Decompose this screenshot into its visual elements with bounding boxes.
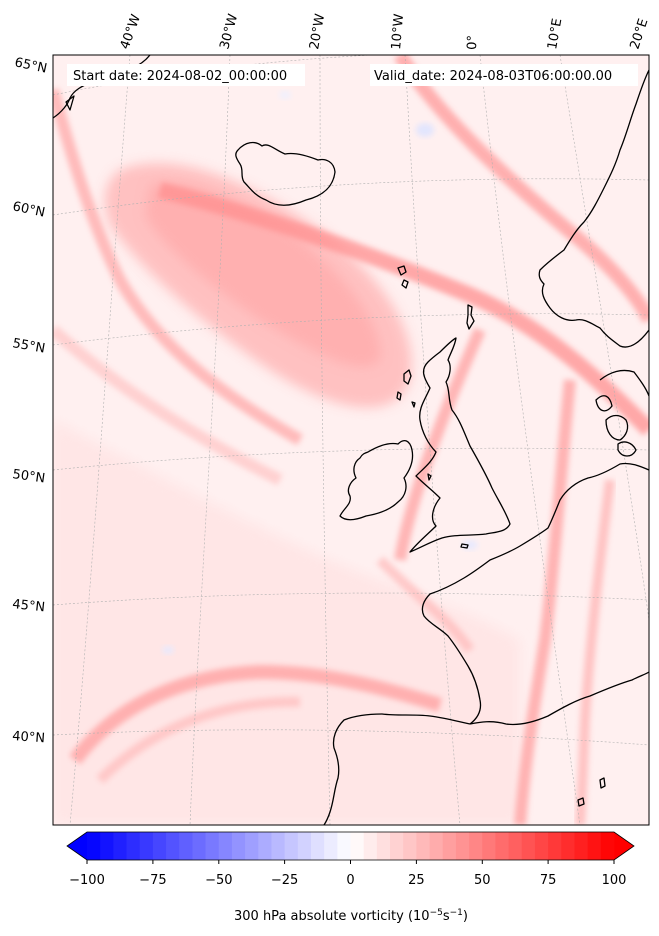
colorbar-step (139, 832, 154, 860)
colorbar-step (284, 832, 299, 860)
colorbar-step (455, 832, 470, 860)
latitude-label: 45°N (12, 597, 46, 615)
colorbar-step (245, 832, 259, 860)
latitude-label: 40°N (12, 729, 46, 746)
colorbar: −100 −75 −50 −25 0 25 50 75 100 300 hPa … (66, 831, 635, 924)
colorbar-tick-label: −25 (271, 873, 298, 888)
colorbar-step (482, 832, 496, 860)
colorbar-step (548, 832, 562, 860)
vorticity-field (53, 55, 649, 825)
colorbar-step (561, 832, 575, 860)
colorbar-label: 300 hPa absolute vorticity (10−5s−1) (234, 908, 468, 924)
latitude-label: 50°N (11, 467, 46, 486)
colorbar-step (271, 832, 286, 860)
colorbar-step (113, 832, 127, 860)
colorbar-step (363, 832, 378, 860)
colorbar-step (297, 832, 312, 860)
colorbar-step (324, 832, 338, 860)
longitude-label: 10°E (545, 17, 565, 50)
longitude-label: 20°E (628, 17, 652, 51)
colorbar-tick-label: 100 (602, 873, 627, 888)
colorbar-step (152, 832, 167, 860)
colorbar-step (258, 832, 272, 860)
colorbar-tick-label: −50 (205, 873, 232, 888)
longitude-label: 40°W (118, 12, 144, 51)
colorbar-max-extend (614, 832, 634, 860)
colorbar-tick-label: 25 (408, 873, 425, 888)
colorbar-step (87, 832, 101, 860)
start-date-label: Start date: 2024-08-02_00:00:00 (73, 69, 287, 84)
colorbar-step (429, 832, 444, 860)
colorbar-step (403, 832, 417, 860)
map-frame (52, 54, 650, 826)
colorbar-tick-label: 75 (540, 873, 557, 888)
longitude-label: 10°W (389, 13, 407, 50)
colorbar-step (600, 832, 615, 860)
longitude-label: 0° (465, 35, 481, 50)
colorbar-step (574, 832, 589, 860)
colorbar-step (231, 832, 246, 860)
longitude-label: 30°W (217, 12, 241, 51)
colorbar-tick-label: −100 (69, 873, 105, 888)
colorbar-step (442, 832, 457, 860)
colorbar-min-extend (67, 832, 87, 860)
colorbar-step (390, 832, 404, 860)
colorbar-step (376, 832, 391, 860)
colorbar-step (521, 832, 536, 860)
latitude-label: 60°N (11, 199, 46, 220)
colorbar-step (126, 832, 141, 860)
colorbar-step (205, 832, 220, 860)
valid-date-label: Valid_date: 2024-08-03T06:00:00.00 (374, 69, 612, 84)
colorbar-step (337, 832, 351, 860)
latitude-labels: 65°N 60°N 55°N 50°N 45°N 40°N (11, 55, 48, 746)
latitude-label: 55°N (11, 336, 46, 356)
map-panel: Start date: 2024-08-02_00:00:00 Valid_da… (53, 55, 649, 825)
colorbar-step (310, 832, 325, 860)
colorbar-tick-label: −75 (139, 873, 166, 888)
longitude-labels: 40°W 30°W 20°W 10°W 0° 10°E 20°E (118, 12, 652, 51)
colorbar-step (218, 832, 233, 860)
colorbar-tick-label: 0 (346, 873, 354, 888)
colorbar-step (350, 832, 365, 860)
colorbar-step (508, 832, 523, 860)
colorbar-step (100, 832, 114, 860)
colorbar-step (166, 832, 180, 860)
latitude-label: 65°N (13, 55, 48, 76)
colorbar-step (179, 832, 193, 860)
start-date-box (67, 64, 305, 86)
valid-date-box (370, 64, 638, 86)
longitude-label: 20°W (307, 13, 328, 51)
colorbar-step (587, 832, 602, 860)
colorbar-ticks: −100 −75 −50 −25 0 25 50 75 100 (69, 860, 626, 888)
colorbar-step (534, 832, 549, 860)
colorbar-tick-label: 50 (474, 873, 491, 888)
colorbar-step (416, 832, 430, 860)
colorbar-steps (87, 832, 615, 860)
colorbar-step (192, 832, 206, 860)
colorbar-step (469, 832, 483, 860)
colorbar-step (495, 832, 510, 860)
